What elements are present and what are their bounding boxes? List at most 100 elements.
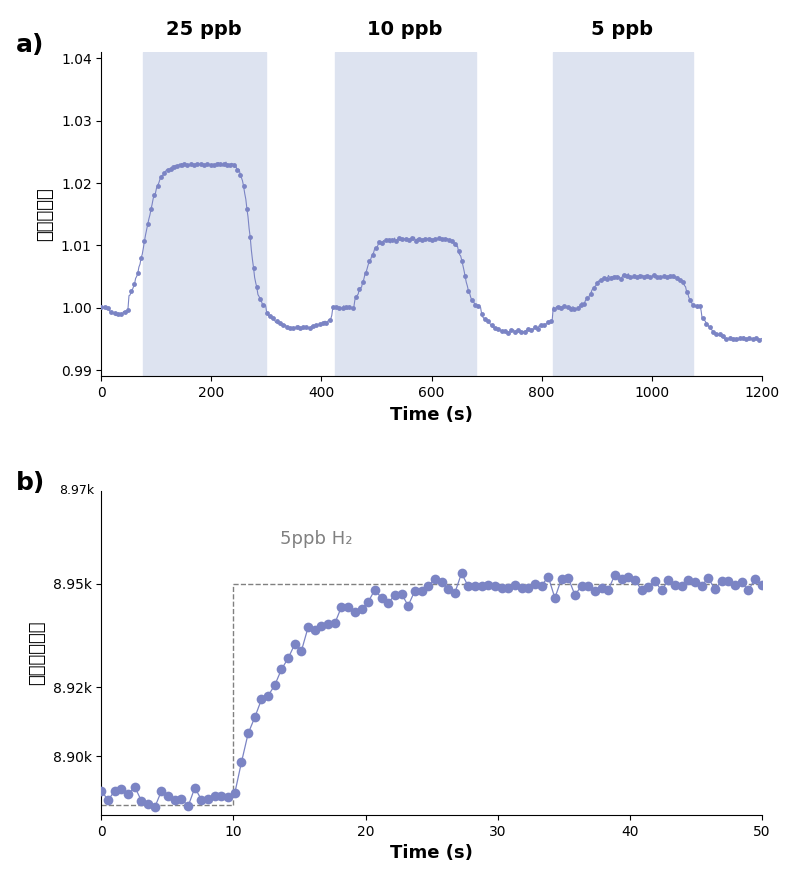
Point bbox=[475, 307, 488, 321]
Point bbox=[655, 583, 668, 597]
Point bbox=[207, 158, 220, 172]
Point bbox=[289, 637, 302, 651]
Point bbox=[422, 578, 434, 592]
Point bbox=[155, 784, 168, 798]
Text: b): b) bbox=[16, 472, 45, 495]
Point bbox=[730, 331, 742, 345]
Point bbox=[432, 231, 445, 245]
Point bbox=[657, 269, 670, 283]
Point bbox=[462, 283, 475, 298]
Point bbox=[422, 232, 435, 246]
Point bbox=[495, 323, 508, 337]
Point bbox=[142, 217, 154, 231]
Point bbox=[622, 570, 634, 585]
Point bbox=[743, 331, 756, 345]
Point bbox=[528, 320, 541, 334]
Point bbox=[545, 313, 558, 328]
Point bbox=[343, 299, 356, 313]
Point bbox=[416, 232, 429, 246]
Point bbox=[122, 787, 134, 801]
Point bbox=[670, 271, 683, 285]
Point bbox=[492, 322, 505, 336]
Point bbox=[215, 789, 228, 804]
Point bbox=[399, 232, 412, 246]
X-axis label: Time (s): Time (s) bbox=[390, 405, 473, 424]
Point bbox=[746, 332, 759, 346]
Point bbox=[669, 578, 682, 592]
Point bbox=[682, 573, 694, 587]
Point bbox=[529, 577, 542, 591]
Point bbox=[629, 573, 642, 587]
Point bbox=[469, 298, 482, 312]
Point bbox=[446, 234, 458, 248]
Point bbox=[595, 581, 608, 595]
Point bbox=[482, 577, 494, 592]
Point bbox=[722, 574, 734, 588]
Point bbox=[565, 302, 578, 316]
Point bbox=[202, 792, 214, 806]
Point bbox=[194, 157, 207, 171]
Point bbox=[118, 306, 131, 320]
Point bbox=[742, 584, 754, 598]
Point bbox=[234, 168, 246, 182]
Bar bbox=[335, 52, 475, 376]
Point bbox=[598, 271, 610, 285]
Point bbox=[128, 780, 141, 794]
Point bbox=[534, 318, 547, 332]
Point bbox=[255, 692, 268, 706]
Point bbox=[589, 585, 602, 599]
Point bbox=[442, 582, 454, 596]
Y-axis label: センサ抵抗値: センサ抵抗値 bbox=[28, 621, 46, 685]
Point bbox=[142, 796, 154, 811]
Point bbox=[498, 324, 511, 338]
Point bbox=[548, 302, 561, 316]
Point bbox=[735, 575, 748, 589]
Point bbox=[396, 232, 409, 246]
Point bbox=[495, 581, 508, 595]
Point bbox=[733, 331, 746, 345]
Text: 8.97k: 8.97k bbox=[59, 484, 94, 497]
Point bbox=[429, 572, 442, 586]
Point bbox=[650, 270, 663, 284]
Point bbox=[369, 583, 382, 597]
Point bbox=[690, 298, 703, 313]
Point bbox=[175, 792, 188, 806]
Point bbox=[349, 605, 362, 619]
Text: 5ppb H₂: 5ppb H₂ bbox=[280, 530, 352, 548]
Point bbox=[353, 282, 366, 296]
Point bbox=[618, 268, 630, 283]
Point bbox=[221, 157, 234, 171]
Point bbox=[342, 600, 354, 615]
Point bbox=[335, 600, 348, 614]
Text: 25 ppb: 25 ppb bbox=[166, 20, 242, 39]
Point bbox=[188, 781, 201, 795]
Point bbox=[569, 588, 582, 602]
Point bbox=[168, 793, 181, 807]
Point bbox=[581, 291, 594, 306]
Point bbox=[478, 312, 491, 326]
Point bbox=[462, 579, 474, 593]
Point bbox=[98, 299, 111, 313]
Point bbox=[662, 573, 674, 587]
Y-axis label: センサ感度: センサ感度 bbox=[36, 187, 54, 241]
Point bbox=[689, 575, 702, 589]
Point bbox=[472, 299, 485, 313]
Point bbox=[302, 620, 314, 634]
Point bbox=[602, 583, 614, 597]
Point bbox=[350, 291, 362, 305]
Point bbox=[505, 323, 518, 337]
Point bbox=[594, 273, 607, 287]
Point bbox=[413, 232, 426, 246]
Point bbox=[122, 303, 134, 317]
Point bbox=[274, 316, 286, 330]
Point bbox=[294, 321, 306, 335]
Point bbox=[366, 247, 379, 261]
Point bbox=[395, 587, 408, 601]
Point bbox=[621, 269, 634, 283]
Point bbox=[249, 710, 262, 724]
Point bbox=[105, 305, 118, 319]
Point bbox=[674, 273, 686, 287]
Point bbox=[677, 275, 690, 290]
Point bbox=[330, 300, 342, 314]
Point bbox=[402, 599, 414, 613]
